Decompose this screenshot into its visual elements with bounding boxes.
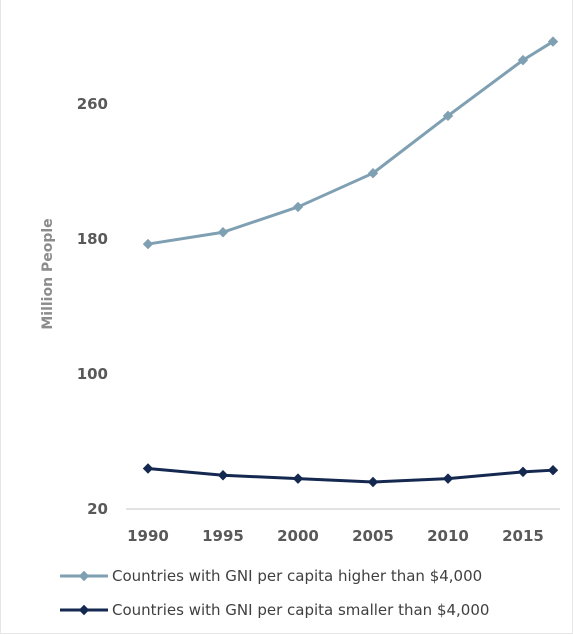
legend: Countries with GNI per capita higher tha… bbox=[60, 567, 489, 619]
x-tick-label: 2000 bbox=[277, 527, 319, 545]
series-1-marker bbox=[367, 167, 379, 179]
x-tick-label: 2005 bbox=[352, 527, 394, 545]
series-1-marker bbox=[517, 54, 529, 66]
x-tick-label: 1990 bbox=[127, 527, 169, 545]
y-tick-label: 180 bbox=[77, 230, 108, 248]
legend-swatch-marker bbox=[78, 570, 90, 582]
x-tick-label: 1995 bbox=[202, 527, 244, 545]
series-1-marker bbox=[442, 110, 454, 122]
y-axis-ticks: 20 100 180 260 bbox=[77, 95, 108, 518]
legend-label: Countries with GNI per capita smaller th… bbox=[112, 601, 489, 619]
series-line-2 bbox=[147, 467, 554, 484]
y-axis-label: Million People bbox=[40, 218, 56, 329]
series-2-marker bbox=[547, 464, 559, 476]
series-2-marker bbox=[517, 466, 529, 478]
y-tick-label: 20 bbox=[87, 500, 108, 518]
series-2-marker bbox=[442, 473, 454, 484]
y-tick-label: 260 bbox=[77, 95, 108, 113]
legend-swatch-marker bbox=[78, 604, 90, 616]
series-2-marker bbox=[292, 473, 304, 484]
series-line-1 bbox=[147, 40, 554, 246]
series-group bbox=[142, 36, 559, 488]
x-axis: 1990 1995 2000 2005 2010 2015 bbox=[126, 508, 560, 545]
series-1-marker bbox=[547, 36, 559, 47]
x-tick-label: 2015 bbox=[502, 527, 544, 545]
x-tick-label: 2010 bbox=[427, 527, 469, 545]
series-2-marker bbox=[217, 470, 229, 481]
series-1-marker bbox=[217, 227, 229, 238]
series-1-marker bbox=[142, 238, 154, 250]
series-2-marker bbox=[367, 476, 379, 488]
series-2-marker bbox=[142, 463, 154, 474]
legend-label: Countries with GNI per capita higher tha… bbox=[112, 567, 482, 585]
y-tick-label: 100 bbox=[77, 365, 108, 383]
series-1-marker bbox=[292, 201, 304, 213]
